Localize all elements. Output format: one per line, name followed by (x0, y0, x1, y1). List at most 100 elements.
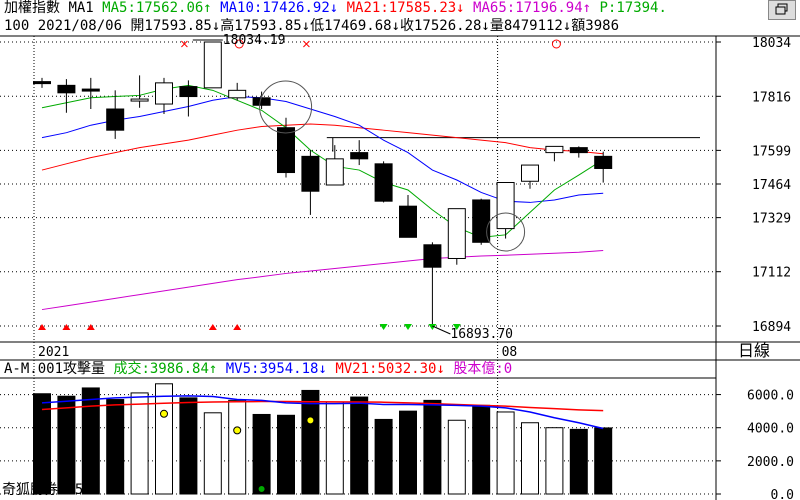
mv5-line (41, 395, 604, 430)
candle (203, 41, 222, 89)
volume-stat: 股本億:0 (444, 361, 513, 377)
legend-item: 加權指數 (4, 0, 69, 16)
restore-window-button[interactable] (768, 0, 796, 20)
price-axis: 18034 17816 17599 17464 17329 17112 16894 (716, 36, 791, 335)
sell-signal-marker (404, 324, 412, 330)
candle-body-up (496, 182, 515, 230)
candle-body-down (350, 152, 369, 160)
footer-brand: 奇狐勝券 v5.2 (2, 482, 101, 498)
sell-signal-marker (379, 324, 388, 330)
period-label[interactable]: 日線 (738, 341, 771, 360)
low-price-label: 16893.70 (450, 327, 513, 342)
volume-bar (496, 411, 515, 495)
legend-item: MA5:17562.06↑ (102, 0, 221, 16)
candle-body-down (423, 244, 442, 268)
volume-bar (594, 427, 613, 495)
volume-bar (277, 414, 295, 495)
candle (521, 164, 539, 189)
candle (179, 80, 198, 117)
candle-body-down (399, 205, 417, 238)
buy-signal-marker (38, 324, 46, 330)
candle-body-down (57, 84, 76, 94)
price-tick-label: 17464 (752, 178, 791, 193)
candle (325, 145, 344, 186)
high-price-label: 18034.19 (223, 33, 286, 48)
candle (423, 242, 442, 326)
volume-bar (521, 422, 539, 495)
circle-marker (551, 39, 561, 49)
date-tick-label: 08 (502, 345, 518, 360)
volume-bar (301, 389, 320, 495)
volume-bar (179, 397, 198, 495)
volume-signal-dot (233, 426, 242, 435)
volume-bar (545, 427, 564, 495)
volume-stat: 成交:3986.84↑ (113, 361, 218, 377)
cross-highlight-circle (486, 212, 526, 252)
ma65-line (41, 250, 604, 311)
legend-item: MA21:17585.23↓ (346, 0, 474, 16)
price-tick-label: 17599 (752, 144, 791, 159)
candle-body-down (277, 127, 295, 174)
candle (57, 79, 76, 113)
buy-signal-marker (233, 324, 242, 330)
candle (447, 208, 466, 265)
volume-bar (203, 412, 222, 495)
restore-icon (768, 0, 796, 20)
legend-item: MA65:17196.94↑ (473, 0, 600, 16)
volume-bar (155, 383, 173, 495)
candle-body-up (545, 145, 564, 154)
candle-body-down (301, 155, 320, 192)
volume-bar (57, 395, 76, 495)
buy-signal-marker (62, 324, 71, 330)
ma21-line (41, 123, 604, 171)
price-tick-label: 18034 (752, 36, 791, 51)
candle (399, 194, 417, 238)
signal-markers: 18034.19 16893.70 (38, 33, 561, 342)
date-tick-label: 2021 (38, 345, 69, 360)
legend-item: MA1 (68, 0, 103, 16)
volume-bar (252, 413, 271, 495)
volume-panel-title: A-M.001攻擊量 (4, 361, 106, 377)
candle-body-down (569, 147, 588, 154)
cross-highlight-circle (259, 80, 313, 134)
volume-tick-label: 4000.0 (747, 422, 794, 437)
volume-bar (350, 396, 369, 495)
volume-bar (325, 401, 344, 495)
candle (301, 150, 320, 215)
volume-ma-lines (41, 395, 604, 430)
ma-legend: 加權指數 MA1 MA5:17562.06↑ MA10:17426.92↓ MA… (4, 0, 667, 16)
low-pointer (432, 325, 451, 335)
grid-lines: 2021 08 (0, 35, 800, 500)
moving-average-lines (41, 84, 604, 311)
candle (374, 161, 393, 203)
candle-body-up (155, 82, 173, 105)
volume-signal-dot (306, 416, 315, 425)
sell-signal-marker (428, 324, 437, 330)
candle-body-down (81, 88, 100, 92)
ohlc-info-line: 100 2021/08/06 開17593.85↓高17593.85↓低1746… (4, 18, 714, 34)
volume-bar (447, 419, 466, 495)
volume-bar (106, 399, 125, 495)
candle (155, 77, 173, 114)
circle-marker (234, 39, 244, 49)
candle-body-down (106, 108, 125, 131)
candle-body-up (228, 89, 247, 99)
candle (545, 145, 564, 162)
buy-signal-marker (208, 324, 217, 330)
sell-signal-marker (452, 324, 461, 330)
cross-marker (303, 40, 310, 48)
candle (569, 146, 588, 158)
candle (252, 91, 271, 110)
candle-body-down (594, 155, 613, 169)
mv21-line (41, 400, 604, 412)
candle-body-up (447, 208, 466, 259)
legend-item: MA10:17426.92↓ (220, 0, 347, 16)
candle (130, 75, 149, 108)
volume-bars (33, 383, 613, 495)
price-tick-label: 17816 (752, 90, 791, 105)
candle (594, 151, 613, 183)
volume-tick-label: 6000.0 (747, 389, 794, 404)
candlestick-series (33, 41, 613, 326)
volume-bar (130, 392, 149, 495)
